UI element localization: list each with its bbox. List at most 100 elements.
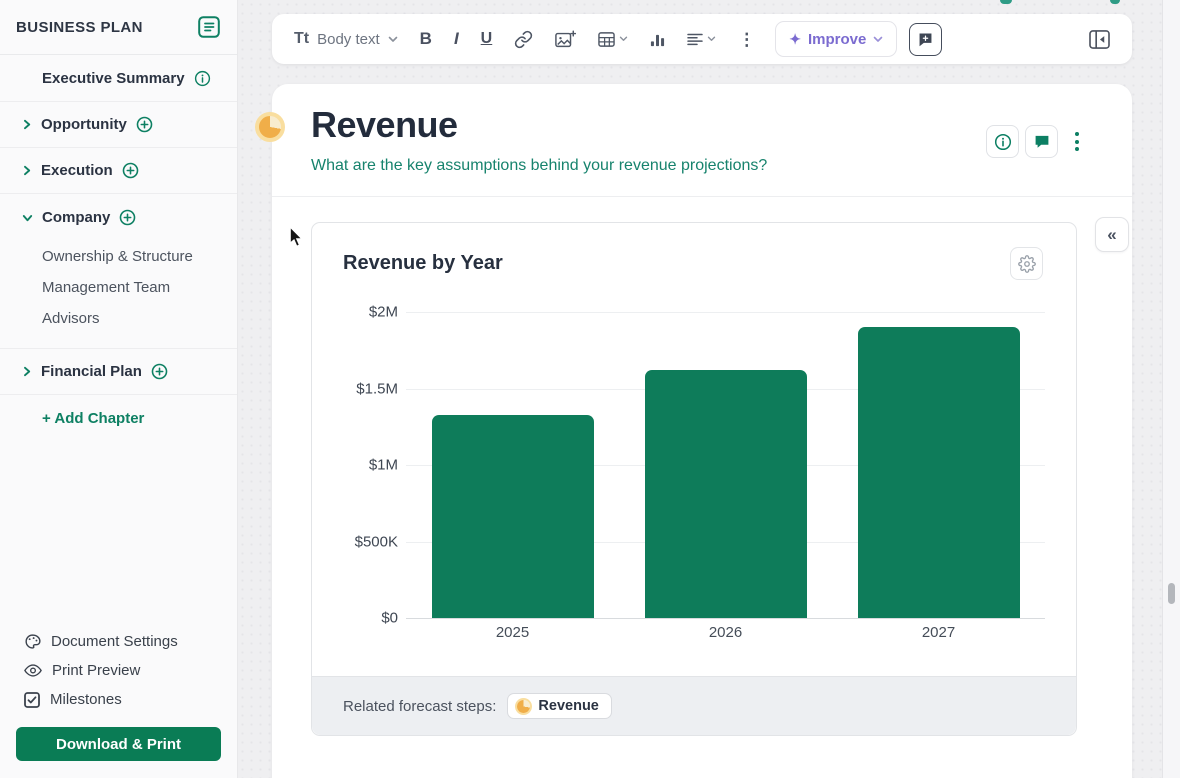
section-comments-button[interactable] [1025, 125, 1058, 158]
sidebar-item-financial-plan[interactable]: Financial Plan [0, 349, 237, 395]
text-style-icon: Tt [294, 30, 309, 48]
add-comment-button[interactable] [909, 23, 942, 56]
add-chapter-button[interactable]: + Add Chapter [42, 410, 144, 427]
document-settings-button[interactable]: Document Settings [16, 627, 221, 656]
plus-circle-icon[interactable] [119, 209, 136, 226]
chevron-down-icon [707, 36, 716, 42]
align-lines-icon [687, 33, 703, 46]
outline-list-icon [198, 16, 220, 38]
company-subsections: Ownership & Structure Management Team Ad… [0, 241, 237, 348]
revenue-pie-icon [255, 112, 285, 142]
sidebar-header: BUSINESS PLAN [0, 0, 237, 55]
revenue-pie-icon [517, 700, 530, 713]
comment-icon [1034, 134, 1050, 149]
x-axis-tick-label: 2025 [406, 624, 619, 641]
collapse-toolbar-panel-button[interactable] [1087, 22, 1112, 56]
tool-label: Milestones [50, 691, 122, 708]
info-icon[interactable] [194, 70, 211, 87]
chip-label: Revenue [538, 698, 598, 714]
palette-icon [24, 633, 41, 650]
link-icon [514, 30, 533, 49]
sidebar-subitem-management-team[interactable]: Management Team [0, 272, 237, 303]
link-button[interactable] [512, 22, 535, 56]
print-preview-button[interactable]: Print Preview [16, 656, 221, 685]
outline-view-button[interactable] [197, 15, 221, 39]
sidebar-item-executive-summary[interactable]: Executive Summary [0, 55, 237, 102]
related-steps-label: Related forecast steps: [343, 698, 496, 715]
sidebar-item-execution[interactable]: Execution [0, 148, 237, 194]
insert-table-dropdown[interactable] [596, 22, 630, 56]
chevron-right-icon[interactable] [22, 366, 32, 377]
chevron-down-icon[interactable] [22, 213, 33, 223]
milestones-button[interactable]: Milestones [16, 685, 221, 714]
scrollbar-thumb[interactable] [1168, 583, 1175, 604]
bar-2025[interactable] [432, 415, 594, 618]
scrollbar-track[interactable] [1162, 0, 1180, 778]
x-axis-tick-label: 2026 [619, 624, 832, 641]
plus-circle-icon[interactable] [151, 363, 168, 380]
chevron-right-icon[interactable] [22, 165, 32, 176]
section-info-button[interactable] [986, 125, 1019, 158]
y-axis-tick-label: $1.5M [356, 380, 398, 397]
bar-2027[interactable] [858, 327, 1020, 618]
chevron-down-icon [619, 36, 628, 42]
bar-2026[interactable] [645, 370, 807, 618]
chapter-label: Opportunity [41, 116, 127, 133]
main-area: Tt Body text B I U [238, 0, 1180, 778]
bar-chart-icon [650, 32, 665, 47]
eye-icon [24, 664, 42, 677]
insert-image-button[interactable] [553, 22, 578, 56]
download-print-button[interactable]: Download & Print [16, 727, 221, 761]
business-plan-title: BUSINESS PLAN [16, 19, 143, 36]
sidebar-item-company[interactable]: Company [0, 194, 237, 241]
section-more-options-button[interactable] [1071, 128, 1083, 155]
chapter-label: Financial Plan [41, 363, 142, 380]
related-step-chip-revenue[interactable]: Revenue [507, 693, 611, 719]
chart-plot: 202520262027 [406, 312, 1045, 618]
double-chevron-left-icon: « [1107, 225, 1116, 245]
align-dropdown[interactable] [685, 22, 718, 56]
clipped-element-top [1110, 0, 1120, 4]
underline-button[interactable]: U [479, 22, 495, 56]
chevron-right-icon[interactable] [22, 119, 32, 130]
image-add-icon [555, 30, 576, 49]
kebab-icon: ⋮ [738, 31, 755, 48]
sidebar-subitem-ownership-structure[interactable]: Ownership & Structure [0, 241, 237, 272]
clipped-element-top [1000, 0, 1012, 4]
y-axis-tick-label: $500K [355, 533, 398, 550]
panel-collapse-icon [1089, 30, 1110, 49]
chapter-card: Revenue What are the key assumptions beh… [272, 84, 1132, 778]
gridline [406, 312, 1045, 313]
chart-settings-button[interactable] [1010, 247, 1043, 280]
related-steps-footer: Related forecast steps: Revenue [312, 676, 1076, 735]
section-divider [272, 196, 1132, 197]
y-axis-tick-label: $2M [369, 304, 398, 321]
section-prompt: What are the key assumptions behind your… [311, 157, 767, 175]
sparkle-icon: ✦ [789, 31, 801, 48]
y-axis-tick-label: $0 [381, 610, 398, 627]
sidebar-group-company: Company Ownership & Structure Management… [0, 194, 237, 349]
sidebar-item-opportunity[interactable]: Opportunity [0, 102, 237, 148]
section-actions [980, 125, 1083, 158]
insert-chart-button[interactable] [648, 22, 667, 56]
chevron-down-icon [388, 36, 398, 43]
italic-icon: I [454, 29, 459, 49]
gear-icon [1018, 255, 1036, 273]
plus-circle-icon[interactable] [136, 116, 153, 133]
chart-widget: Revenue by Year $0$500K$1M$1.5M$2M 20252… [311, 222, 1077, 736]
plus-circle-icon[interactable] [122, 162, 139, 179]
collapse-panel-tab[interactable]: « [1095, 217, 1129, 252]
chapter-label: Company [42, 209, 110, 226]
sidebar-subitem-advisors[interactable]: Advisors [0, 303, 237, 334]
italic-button[interactable]: I [452, 22, 461, 56]
text-style-dropdown[interactable]: Tt Body text [292, 22, 400, 56]
underline-icon: U [481, 30, 493, 48]
ai-improve-button[interactable]: ✦ Improve [775, 21, 897, 57]
checkbox-check-icon [24, 692, 40, 708]
chapter-nav: Executive Summary Opportunity Execution … [0, 55, 237, 427]
more-options-button[interactable]: ⋮ [736, 22, 757, 56]
chart-title: Revenue by Year [343, 252, 503, 275]
page-title: Revenue [311, 104, 458, 146]
table-icon [598, 31, 615, 48]
bold-button[interactable]: B [418, 22, 434, 56]
